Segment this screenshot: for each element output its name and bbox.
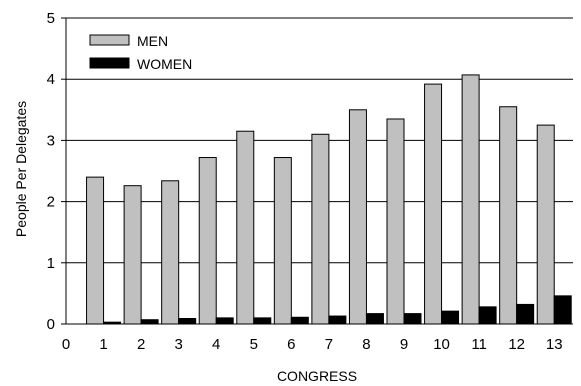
bar-women-10 <box>441 310 460 325</box>
bar-men-12 <box>499 106 518 325</box>
bar-women-4 <box>215 317 234 325</box>
x-tick-label: 13 <box>546 336 563 353</box>
y-tick-label: 3 <box>47 132 55 149</box>
bar-men-6 <box>273 157 292 325</box>
legend-swatch-men <box>89 34 130 46</box>
bars <box>86 74 572 325</box>
y-tick-label: 0 <box>47 316 55 333</box>
legend-label-women: WOMEN <box>137 56 192 72</box>
bar-men-3 <box>161 180 180 325</box>
x-tick-label: 0 <box>62 336 70 353</box>
bar-men-7 <box>311 133 330 325</box>
bar-men-10 <box>424 83 443 325</box>
x-tick-label: 12 <box>508 336 525 353</box>
bar-women-8 <box>365 313 384 325</box>
bar-men-1 <box>86 176 105 325</box>
bar-men-9 <box>386 118 405 325</box>
bar-men-13 <box>536 124 555 325</box>
y-tick-label: 4 <box>47 71 55 88</box>
bar-men-5 <box>236 130 255 325</box>
x-tick-label: 11 <box>471 336 487 353</box>
x-tick-label: 9 <box>400 336 408 353</box>
x-tick-label: 7 <box>325 336 333 353</box>
x-tick-label: 1 <box>99 336 107 353</box>
x-axis-title: CONGRESS <box>277 368 357 384</box>
bar-women-6 <box>290 316 309 325</box>
bar-women-12 <box>516 303 535 325</box>
bar-men-8 <box>348 109 367 325</box>
x-tick-labels: 0 1 2 3 4 5 6 7 8 9 10 11 12 13 <box>62 336 563 353</box>
x-tick-label: 2 <box>137 336 145 353</box>
y-tick-label: 1 <box>47 255 55 272</box>
bar-men-4 <box>198 157 217 325</box>
x-tick-label: 3 <box>174 336 182 353</box>
bar-women-11 <box>478 306 497 325</box>
x-tick-label: 10 <box>433 336 450 353</box>
legend-label-men: MEN <box>137 33 168 49</box>
bar-women-3 <box>178 317 197 325</box>
x-tick-label: 5 <box>250 336 258 353</box>
y-axis-title: People Per Delegates <box>13 101 29 237</box>
y-tick-labels: 0 1 2 3 4 5 <box>47 10 55 333</box>
legend: MEN WOMEN <box>89 33 192 72</box>
legend-swatch-women <box>89 57 130 69</box>
axes <box>61 17 573 325</box>
bar-women-5 <box>253 317 272 325</box>
bar-women-2 <box>140 319 159 325</box>
bar-men-11 <box>461 74 480 325</box>
y-tick-label: 5 <box>47 10 55 27</box>
bar-women-13 <box>553 295 572 325</box>
bar-men-2 <box>123 185 142 325</box>
y-tick-label: 2 <box>47 194 55 211</box>
x-tick-label: 4 <box>212 336 220 353</box>
x-tick-label: 8 <box>362 336 370 353</box>
bar-women-7 <box>328 315 347 325</box>
x-tick-label: 6 <box>287 336 295 353</box>
bar-women-9 <box>403 313 422 325</box>
